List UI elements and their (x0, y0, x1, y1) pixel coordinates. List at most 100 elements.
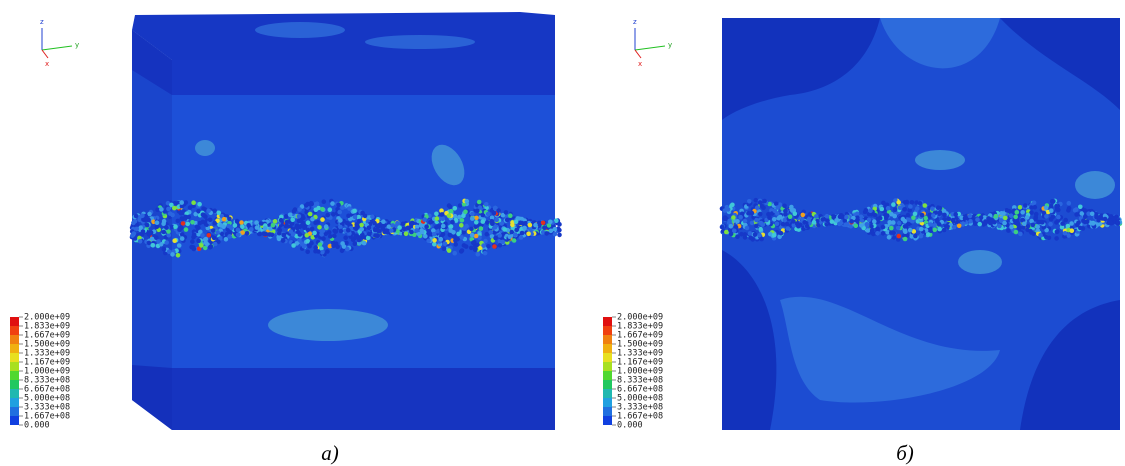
crack-particle (452, 206, 458, 211)
crack-particle (1041, 210, 1047, 216)
crack-particle (758, 220, 764, 226)
crack-particle (180, 221, 186, 226)
crack-particle (497, 243, 503, 248)
crack-particle (414, 224, 420, 230)
crack-particle (1078, 225, 1083, 231)
crack-particle (875, 216, 881, 222)
crack-particle (937, 226, 942, 232)
crack-particle (783, 211, 788, 217)
crack-particle (347, 206, 352, 211)
crack-particle (297, 207, 302, 212)
crack-particle (288, 229, 294, 234)
colorbar-label: 1.000e+09 (24, 367, 70, 377)
crack-particle (941, 208, 947, 214)
crack-particle (528, 227, 533, 232)
crack-particle (370, 214, 375, 220)
crack-particle (196, 238, 201, 244)
crack-particle (216, 210, 221, 216)
crack-particle (462, 226, 467, 231)
crack-particle (438, 236, 444, 242)
crack-particle (215, 230, 220, 235)
crack-particle (307, 243, 312, 249)
crack-particle (993, 213, 999, 219)
crack-particle (473, 233, 479, 239)
crack-particle (730, 202, 735, 208)
crack-particle (338, 228, 344, 234)
crack-particle (137, 239, 143, 244)
crack-particle (354, 222, 360, 227)
crack-particle (1062, 231, 1068, 236)
crack-particle (1115, 220, 1121, 225)
crack-particle (320, 206, 325, 212)
crack-particle (463, 209, 468, 215)
crack-particle (1044, 227, 1049, 233)
crack-particle (488, 229, 494, 235)
crack-particle (190, 220, 195, 225)
crack-particle (754, 217, 759, 223)
crack-particle (879, 206, 885, 212)
crack-particle (198, 229, 203, 235)
crack-particle (804, 223, 810, 229)
crack-particle (202, 237, 208, 242)
crack-particle (172, 205, 177, 211)
crack-particle (849, 219, 854, 224)
crack-particle (1054, 229, 1060, 235)
crack-particle (327, 207, 333, 212)
crack-particle (254, 220, 259, 225)
crack-particle (319, 232, 324, 237)
crack-particle (381, 219, 386, 224)
crack-particle (872, 219, 877, 224)
crack-particle (350, 237, 356, 243)
crack-particle (771, 232, 777, 238)
crack-particle (1043, 205, 1049, 211)
crack-particle (249, 227, 254, 232)
crack-particle (540, 230, 546, 235)
colorbar-segment (603, 398, 612, 407)
axis-label-x: x (45, 60, 49, 68)
crack-particle (759, 203, 765, 209)
crack-particle (433, 225, 439, 230)
crack-particle (262, 226, 268, 231)
crack-particle (154, 220, 160, 225)
crack-particle (915, 206, 920, 211)
crack-particle (1023, 203, 1028, 208)
crack-particle (202, 245, 208, 251)
crack-particle (434, 211, 439, 217)
crack-particle (319, 246, 324, 251)
crack-particle (441, 246, 447, 251)
crack-particle (936, 222, 942, 227)
crack-particle (902, 236, 908, 242)
crack-particle (362, 213, 368, 219)
crack-particle (1006, 228, 1011, 233)
crack-particle (299, 241, 305, 246)
crack-particle (442, 241, 448, 246)
colorbar-segment (10, 326, 19, 335)
annotations: zyx2.000e+091.833e+091.667e+091.500e+091… (10, 18, 914, 465)
crack-particle (754, 223, 759, 229)
crack-particle (446, 248, 452, 253)
crack-particle (854, 211, 860, 217)
crack-particle (432, 241, 437, 247)
crack-particle (372, 220, 377, 226)
crack-particle (973, 221, 979, 226)
crack-particle (911, 229, 917, 234)
crack-particle (320, 217, 325, 222)
crack-particle (500, 212, 506, 218)
crack-particle (313, 207, 319, 213)
crack-particle (807, 212, 813, 217)
crack-particle (762, 198, 767, 204)
crack-particle (338, 224, 343, 230)
crack-particle (210, 228, 216, 233)
crack-particle (166, 232, 171, 238)
crack-particle (340, 241, 345, 246)
crack-particle (207, 244, 213, 250)
axis-y (634, 45, 666, 51)
crack-particle (453, 242, 459, 247)
crack-particle (478, 226, 484, 231)
crack-particle (189, 244, 194, 250)
crack-particle (361, 240, 367, 246)
crack-particle (453, 238, 458, 243)
colorbar-label: 1.833e+09 (617, 322, 663, 332)
crack-particle (246, 223, 251, 228)
crack-particle (902, 224, 908, 229)
